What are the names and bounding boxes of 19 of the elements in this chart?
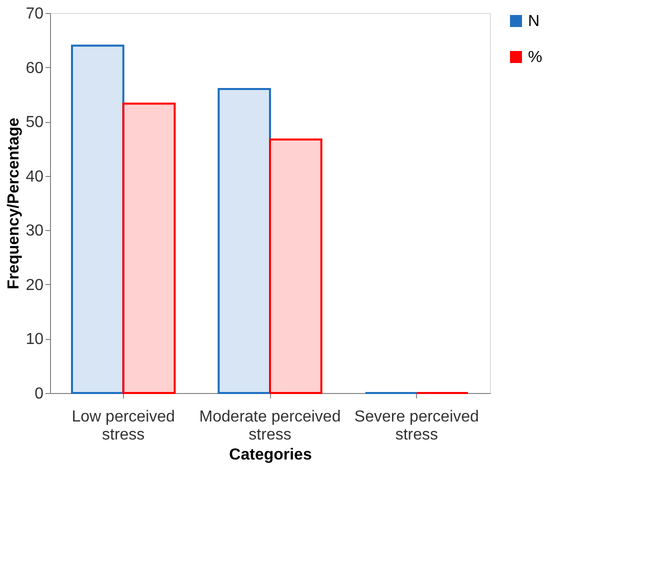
x-tick-label: Severe perceived stress (354, 408, 479, 444)
y-tick-label: 60 (26, 60, 44, 77)
y-tick-label: 30 (26, 222, 44, 240)
bar (218, 88, 271, 394)
y-tick-label: 10 (26, 331, 44, 348)
y-tick-label: 50 (26, 114, 44, 132)
bar (71, 44, 124, 394)
y-tick-label: 20 (26, 276, 44, 294)
bar (122, 102, 176, 394)
y-tick-label: 0 (34, 386, 44, 402)
legend-label: % (528, 49, 542, 66)
x-axis-title: Categories (229, 446, 312, 464)
y-tick-label: 40 (26, 168, 44, 186)
y-tick-label: 70 (26, 6, 44, 22)
y-axis-title: Frequency/Percentage (6, 118, 23, 290)
x-tick-label: Moderate perceived stress (199, 408, 341, 444)
x-tick-label: Low perceived stress (72, 408, 175, 444)
bar (269, 138, 322, 394)
legend-label: N (528, 13, 540, 30)
